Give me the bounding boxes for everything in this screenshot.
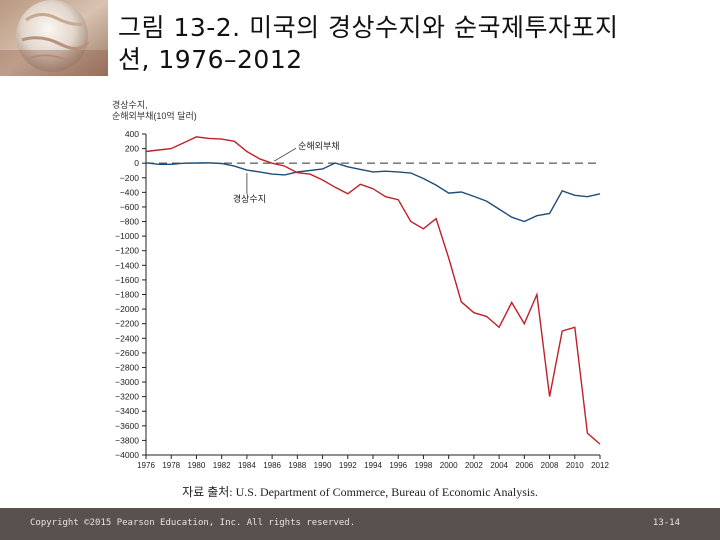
x-tick-label: 1986	[263, 461, 281, 470]
annotation-leader	[273, 147, 297, 162]
y-tick-label: −3000	[115, 377, 139, 387]
annotation-label: 경상수지	[233, 193, 266, 204]
x-tick-label: 2010	[566, 461, 584, 470]
y-tick-label: −2000	[115, 304, 139, 314]
x-tick-label: 1990	[314, 461, 332, 470]
footer-bar: Copyright ©2015 Pearson Education, Inc. …	[0, 508, 720, 540]
x-tick-label: 1998	[415, 461, 433, 470]
x-tick-label: 2008	[541, 461, 559, 470]
x-tick-label: 2002	[465, 461, 483, 470]
y-tick-label: −200	[120, 173, 139, 183]
y-tick-label: 0	[134, 158, 139, 168]
y-tick-label: −2600	[115, 348, 139, 358]
page-number: 13-14	[652, 518, 680, 528]
y-tick-label: −600	[120, 202, 139, 212]
series-line-0	[145, 162, 601, 223]
x-tick-label: 1994	[364, 461, 382, 470]
y-tick-label: −2400	[115, 333, 139, 343]
y-tick-label: −1600	[115, 275, 139, 285]
x-tick-label: 2004	[490, 461, 508, 470]
source-note: 자료 출처: U.S. Department of Commerce, Bure…	[182, 485, 538, 499]
y-tick-label: −2200	[115, 319, 139, 329]
annotation-label: 순해외부채	[298, 140, 339, 151]
y-tick-label: −3400	[115, 406, 139, 416]
y-tick-label: −400	[120, 187, 139, 197]
x-tick-label: 2000	[440, 461, 458, 470]
y-tick-label: −3800	[115, 435, 139, 445]
x-tick-label: 1978	[162, 461, 180, 470]
y-tick-label: −1800	[115, 290, 139, 300]
y-tick-label: −3600	[115, 421, 139, 431]
x-tick-label: 2012	[591, 461, 609, 470]
y-tick-label: −4000	[115, 450, 139, 460]
x-tick-label: 1982	[213, 461, 231, 470]
x-tick-label: 1984	[238, 461, 256, 470]
y-axis-label: 순해외부채(10억 달러)	[112, 110, 197, 121]
chart-svg: 경상수지,순해외부채(10억 달러)4002000−200−400−600−80…	[112, 99, 609, 470]
x-tick-label: 1988	[288, 461, 306, 470]
y-tick-label: −1400	[115, 260, 139, 270]
y-tick-label: −1000	[115, 231, 139, 241]
x-tick-label: 1976	[137, 461, 155, 470]
decorative-globe-photo	[0, 0, 108, 76]
x-tick-label: 1980	[188, 461, 206, 470]
slide-title: 그림 13-2. 미국의 경상수지와 순국제투자포지 션, 1976–2012	[118, 13, 619, 74]
y-tick-label: −2800	[115, 362, 139, 372]
y-tick-label: −3200	[115, 392, 139, 402]
y-axis-label: 경상수지,	[112, 99, 148, 110]
x-tick-label: 1992	[339, 461, 357, 470]
series-line-1	[145, 136, 601, 445]
y-tick-label: 200	[125, 144, 139, 154]
x-tick-label: 2006	[515, 461, 533, 470]
y-tick-label: 400	[125, 129, 139, 139]
y-tick-label: −1200	[115, 246, 139, 256]
chart: 경상수지, 순해외부채(10억 달러) 400 200 0 −200 −400 −600 −80…	[100, 94, 620, 474]
y-tick-label: −800	[120, 217, 139, 227]
copyright-text: Copyright ©2015 Pearson Education, Inc. …	[30, 518, 356, 528]
x-tick-label: 1996	[389, 461, 407, 470]
